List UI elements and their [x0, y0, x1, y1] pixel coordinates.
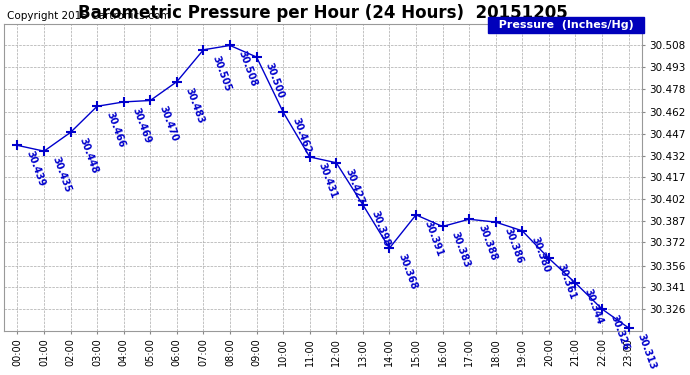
Text: 30.398: 30.398 [370, 209, 392, 248]
Text: 30.383: 30.383 [449, 231, 472, 269]
Text: 30.448: 30.448 [77, 136, 100, 175]
Text: Pressure  (Inches/Hg): Pressure (Inches/Hg) [491, 20, 641, 30]
Text: 30.386: 30.386 [502, 226, 525, 265]
Text: 30.361: 30.361 [555, 262, 578, 301]
Text: 30.368: 30.368 [396, 252, 419, 291]
Text: 30.431: 30.431 [317, 161, 339, 200]
Text: Copyright 2015 Cartronics.com: Copyright 2015 Cartronics.com [7, 11, 170, 21]
Text: 30.344: 30.344 [582, 287, 604, 326]
Text: 30.483: 30.483 [184, 86, 206, 124]
Title: Barometric Pressure per Hour (24 Hours)  20151205: Barometric Pressure per Hour (24 Hours) … [78, 4, 568, 22]
Text: 30.500: 30.500 [264, 61, 286, 100]
Text: 30.469: 30.469 [130, 106, 153, 145]
Text: 30.439: 30.439 [24, 150, 47, 188]
Text: 30.470: 30.470 [157, 105, 179, 143]
Text: 30.427: 30.427 [343, 167, 366, 206]
Text: 30.466: 30.466 [104, 110, 126, 149]
Text: 30.508: 30.508 [237, 50, 259, 88]
Text: 30.435: 30.435 [51, 155, 73, 194]
Text: 30.326: 30.326 [609, 313, 631, 352]
Text: 30.313: 30.313 [635, 332, 658, 370]
Text: 30.391: 30.391 [423, 219, 445, 258]
Text: 30.380: 30.380 [529, 235, 551, 274]
Text: 30.388: 30.388 [476, 224, 498, 262]
Text: 30.462: 30.462 [290, 116, 313, 155]
Text: 30.505: 30.505 [210, 54, 233, 93]
